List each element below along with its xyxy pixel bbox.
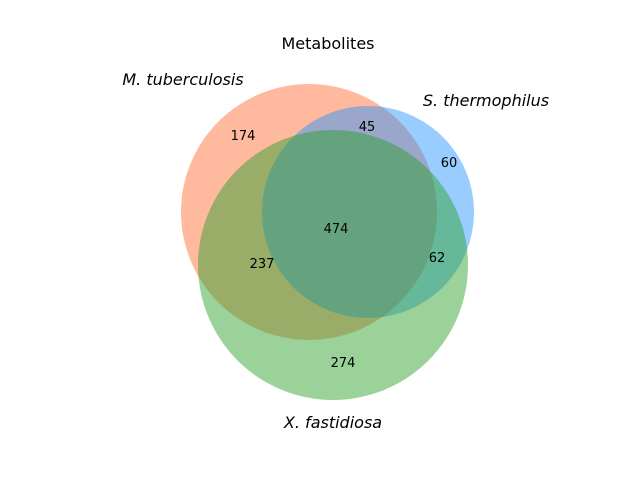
region-value-all-three: 474	[324, 222, 349, 237]
region-value-m-tuberculosis-only: 174	[231, 129, 256, 144]
region-value-m-tuberculosis-s-thermophilus: 45	[359, 120, 376, 135]
region-value-m-tuberculosis-x-fastidiosa: 237	[250, 257, 275, 272]
region-value-s-thermophilus-only: 60	[441, 156, 458, 171]
circle-m-tuberculosis	[181, 84, 437, 340]
circle-s-thermophilus	[262, 106, 474, 318]
diagram-title: Metabolites	[281, 34, 374, 53]
circle-x-fastidiosa	[198, 130, 468, 400]
venn-circles	[181, 84, 474, 400]
region-value-s-thermophilus-x-fastidiosa: 62	[429, 251, 446, 266]
set-label-s-thermophilus: S. thermophilus	[423, 91, 549, 110]
set-label-x-fastidiosa: X. fastidiosa	[283, 413, 382, 432]
set-label-m-tuberculosis: M. tuberculosis	[122, 70, 243, 89]
region-value-x-fastidiosa-only: 274	[331, 356, 356, 371]
